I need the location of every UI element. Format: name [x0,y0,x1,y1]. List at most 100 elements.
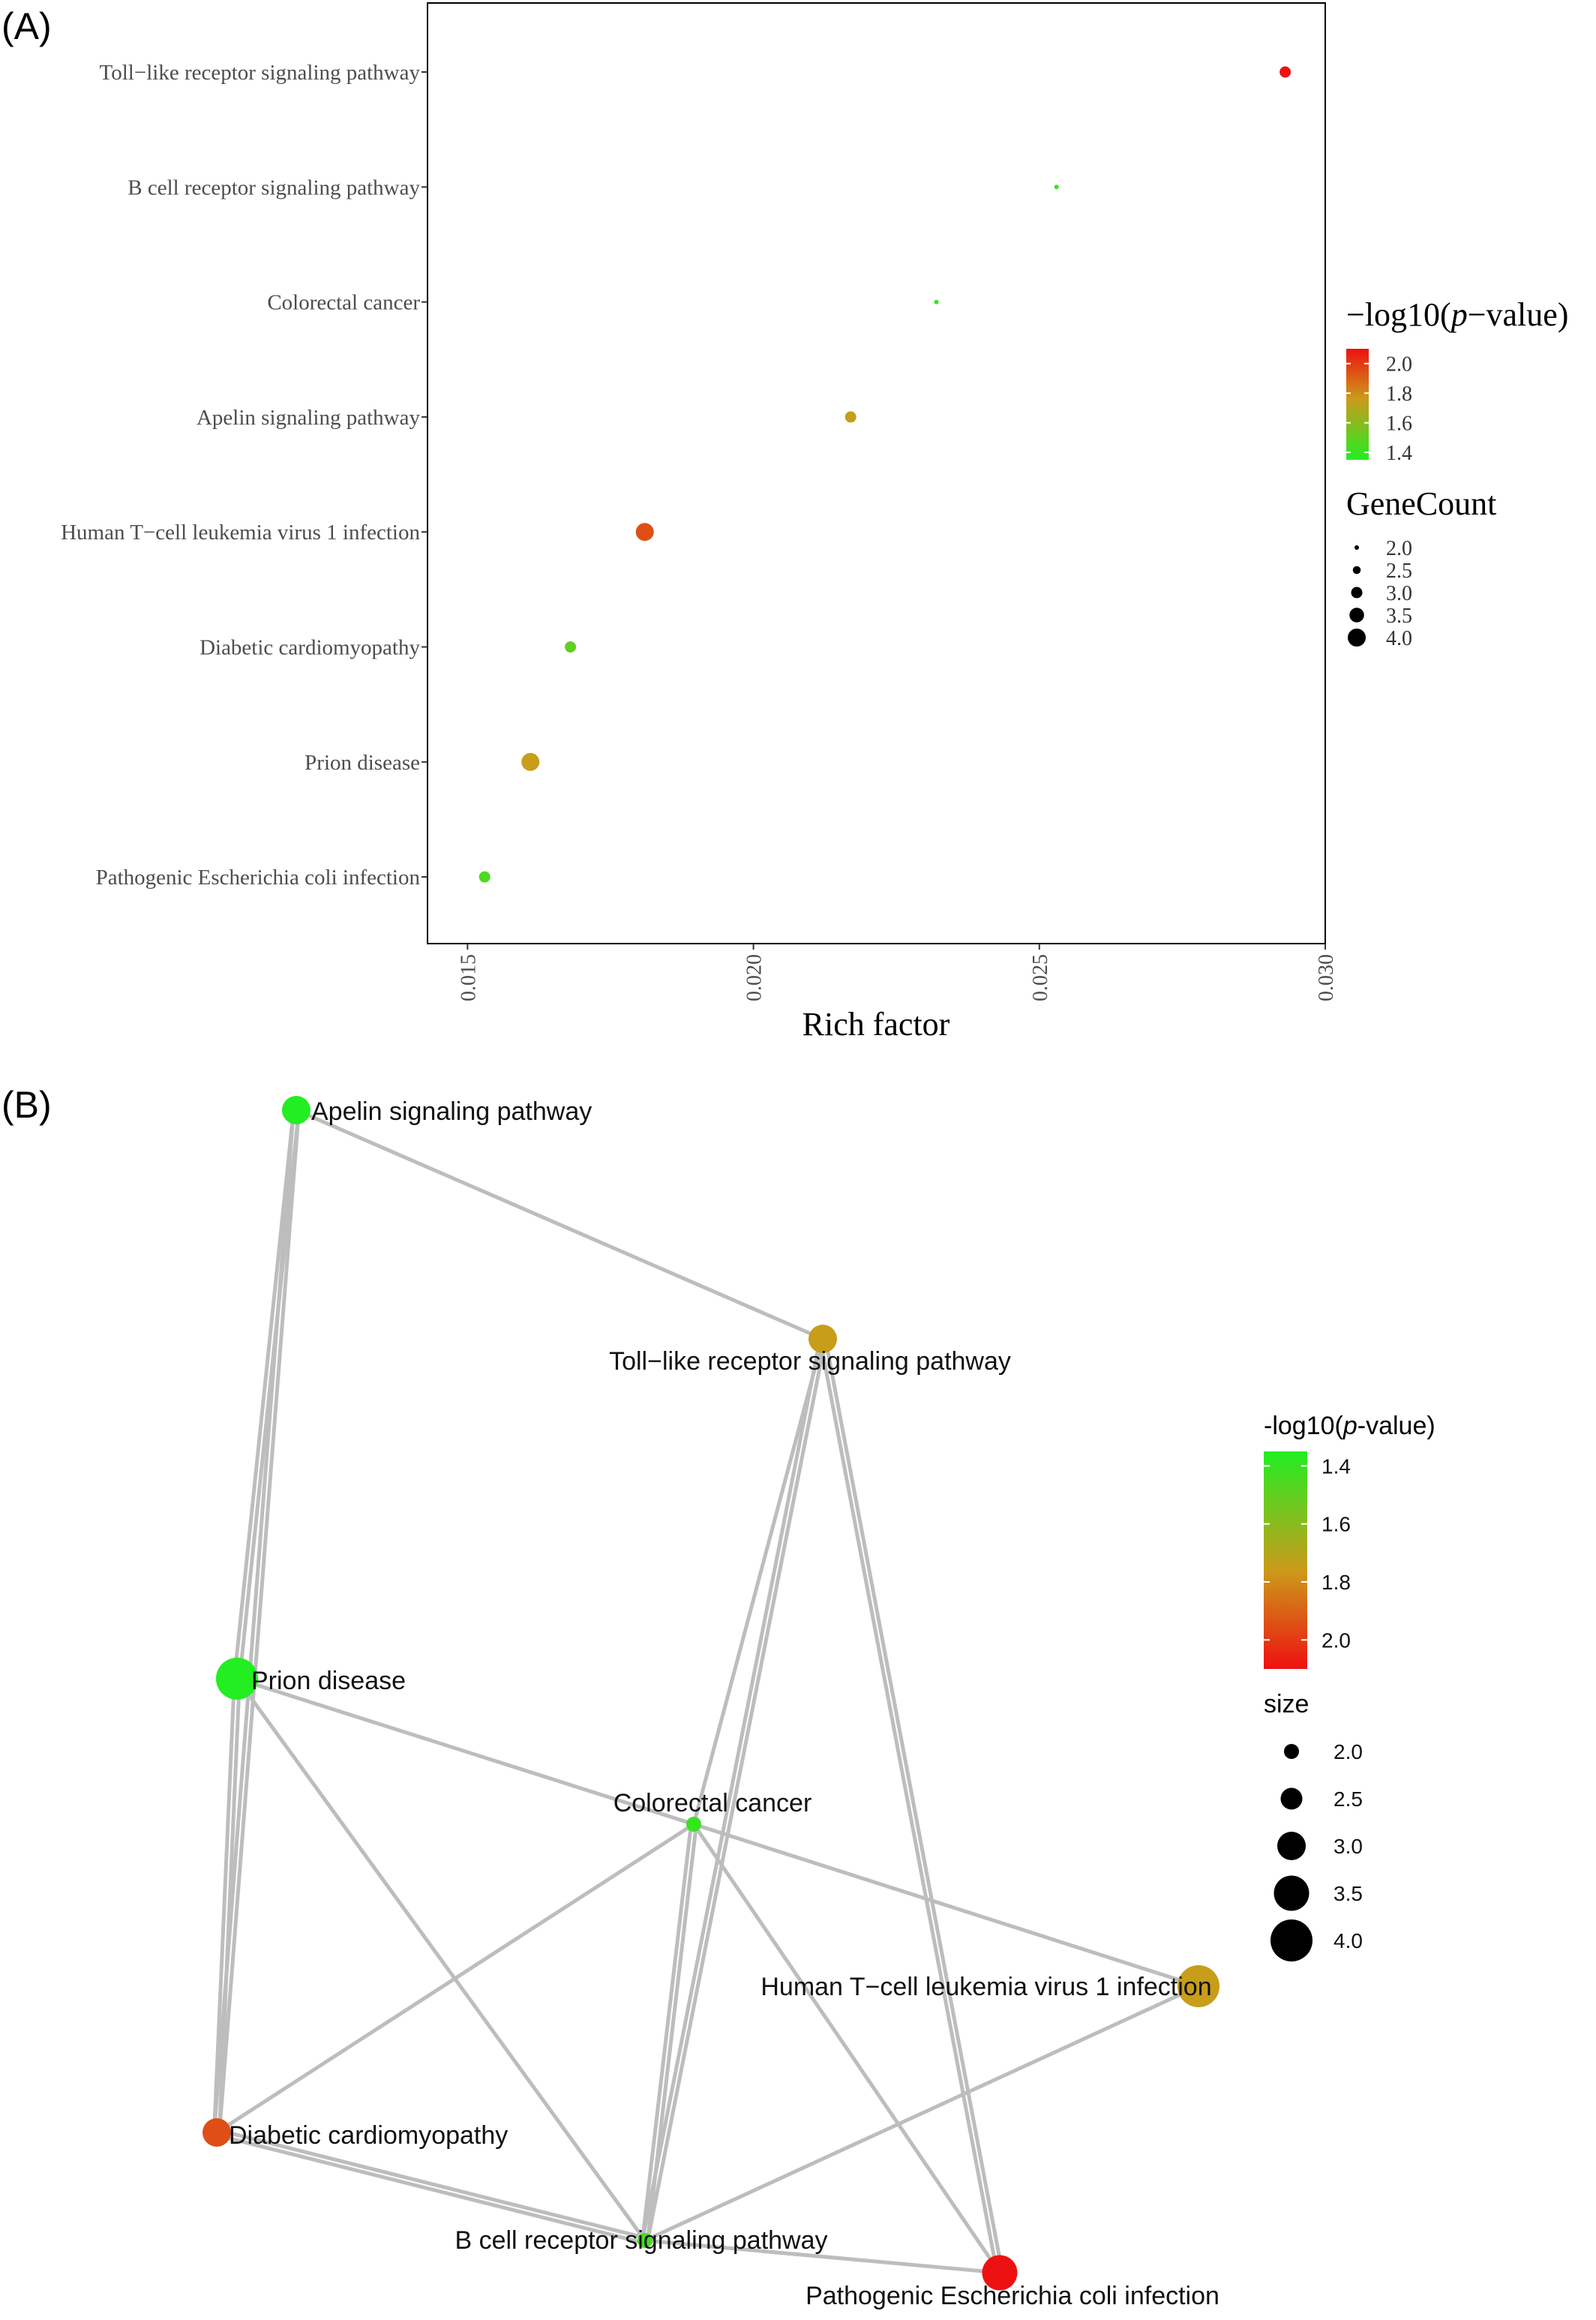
plot-frame [427,2,1326,944]
color-tick-label: 2.0 [1386,353,1412,377]
x-tick-label: 0.020 [743,954,766,1001]
network-node [216,1658,258,1700]
color-tick-label: 1.6 [1322,1513,1351,1536]
size-legend-label: 2.5 [1334,1787,1363,1811]
legend: −log10(p−value) 2.0 1.8 1.6 1.4 GeneCount 2… [1346,296,1568,650]
size-legend-label: 2.0 [1334,1740,1363,1763]
network-edge [640,1337,823,2240]
network-node-label: Prion disease [251,1667,406,1695]
data-point [478,871,490,883]
size-legend-label: 3.5 [1386,605,1412,628]
network-node [638,2233,652,2248]
network-node-label: Pathogenic Escherichia coli infection [806,2282,1220,2310]
network-node-label: Diabetic cardiomyopathy [229,2121,508,2150]
network-edge [217,1679,242,2133]
network-node [202,2118,231,2147]
size-legend-label: 4.0 [1386,627,1412,650]
network-edge [217,2128,646,2240]
network-edge [217,1110,301,2133]
y-tick-label: Human T−cell leukemia virus 1 infection [61,521,420,545]
network-edge [215,2132,645,2245]
network-diagram: Apelin signaling pathway Toll−like recept… [202,1096,1436,2310]
color-tick-label: 1.6 [1386,413,1412,436]
network-edge [644,1984,1200,2243]
color-legend-title: −log10(p−value) [1346,296,1568,333]
network-edge [640,1823,694,2240]
network-edge [235,1677,647,2242]
data-point [1280,66,1292,78]
network-edge [237,1110,301,1679]
panel-a-label: (A) [2,5,52,47]
x-tick-label: 0.030 [1315,954,1338,1001]
network-edge [645,1824,698,2241]
color-bar [1346,349,1369,460]
network-node-label: Apelin signaling pathway [311,1097,592,1126]
color-bar-ticks: 2.0 1.8 1.6 1.4 [1346,353,1412,465]
data-point [844,411,856,423]
network-edge [215,1822,695,2135]
network-node [686,1817,701,1832]
network-edge [823,1337,1004,2273]
legend: -log10(p-value) 1.4 1.6 1.8 2.0 size 2.0 2.5… [1264,1412,1436,1961]
network-node [808,1325,837,1353]
data-point [635,523,654,542]
y-tick-label: Apelin signaling pathway [196,406,421,430]
color-tick-label: 2.0 [1322,1628,1351,1652]
y-tick-label: Prion disease [304,751,420,775]
network-node [282,1096,310,1124]
data-point [565,641,577,653]
network-labels: Apelin signaling pathway Toll−like recept… [229,1097,1220,2310]
size-legend-dot [1351,587,1363,599]
network-edges [212,1108,1200,2275]
color-legend-title: -log10(p-value) [1264,1412,1436,1440]
color-tick-label: 1.4 [1386,442,1412,465]
y-tick-label: Pathogenic Escherichia coli infection [96,866,421,890]
size-legend-dot [1354,545,1359,550]
size-legend-dot [1274,1875,1310,1911]
network-edge [693,1822,1199,1988]
color-tick-label: 1.4 [1322,1454,1351,1478]
size-legend-label: 2.5 [1386,560,1412,583]
network-edge [645,1339,827,2242]
y-tick-label: Diabetic cardiomyopathy [200,636,420,660]
panel-b-label: (B) [2,1084,52,1126]
network-node [982,2255,1018,2291]
network-node-label: Toll−like receptor signaling pathway [609,1347,1011,1376]
size-legend-dot [1352,566,1361,575]
y-tick-label: Toll−like receptor signaling pathway [100,61,421,85]
dot-plot: Toll−like receptor signaling pathway B ce… [61,2,1568,1043]
size-legend-dot [1277,1832,1306,1860]
size-legend-dot [1348,629,1366,647]
network-node-label: B cell receptor signaling pathway [454,2226,827,2255]
network-edge [818,1339,1000,2274]
network-node [1178,1965,1220,2007]
network-edge [232,1109,296,1679]
size-legend-dot [1284,1744,1299,1759]
x-axis: 0.015 0.020 0.025 0.030 [457,944,1338,1001]
network-nodes [202,1096,1220,2291]
size-legend-label: 2.0 [1386,537,1412,560]
network-node-label: Human T−cell leukemia virus 1 infection [760,1973,1211,2001]
size-legend-label: 3.0 [1386,582,1412,605]
size-legend-dot [1280,1787,1303,1810]
y-tick-label: Colorectal cancer [267,291,420,315]
size-legend-dot [1270,1919,1312,1961]
size-legend: 2.0 2.5 3.0 3.5 4.0 [1270,1740,1363,1961]
x-tick-label: 0.025 [1029,954,1052,1001]
data-point [521,752,540,771]
size-legend-title: GeneCount [1346,485,1496,522]
network-edge [296,1108,824,1341]
color-bar [1264,1451,1307,1669]
size-legend-dot [1349,608,1364,623]
network-edge [212,1678,237,2132]
x-axis-title: Rich factor [802,1006,950,1043]
network-edge [692,1338,825,1825]
size-legend-label: 3.5 [1334,1882,1363,1905]
y-tick-label: B cell receptor signaling pathway [128,176,420,200]
network-edge [644,2238,1000,2275]
color-bar-ticks: 1.4 1.6 1.8 2.0 [1264,1454,1351,1652]
network-edge [236,1676,694,1826]
color-tick-label: 1.8 [1386,383,1412,406]
x-tick-label: 0.015 [457,954,480,1001]
size-legend-label: 4.0 [1334,1929,1363,1952]
